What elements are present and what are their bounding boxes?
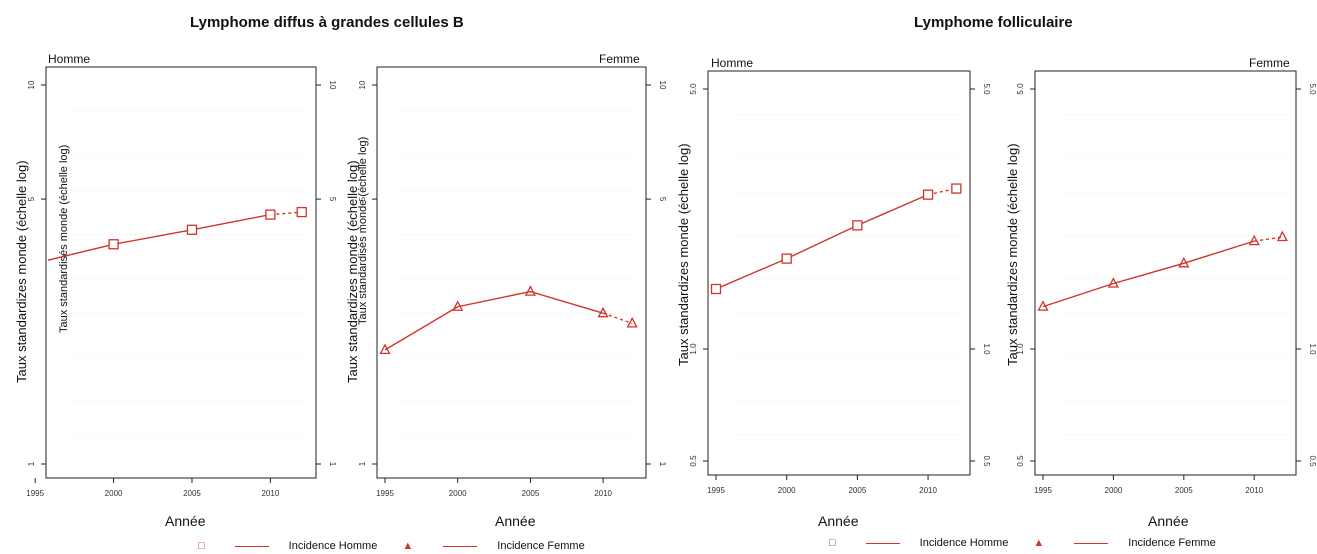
- legend-label-femme: Incidence Femme: [1128, 537, 1216, 549]
- label-homme-follicular: Homme: [711, 56, 754, 70]
- xlabel-panel-3: Année: [818, 513, 859, 529]
- plot-frame: [1034, 70, 1297, 476]
- data-point: [597, 306, 609, 318]
- y-tick-label: 1: [358, 461, 367, 466]
- data-point: [1248, 234, 1260, 246]
- y-tick-label: 5: [658, 197, 667, 202]
- legend-triangle-marker: ▲: [402, 540, 414, 552]
- data-point: [626, 316, 638, 328]
- x-tick-label: 1995: [376, 489, 394, 498]
- x-tick-label: 2000: [1105, 486, 1123, 495]
- y-tick-label: 5.0: [689, 83, 698, 95]
- data-point: [1037, 300, 1049, 311]
- y-tick-label: 1.0: [689, 343, 698, 355]
- legend-dlbcl: □ Incidence Homme ▲ Incidence Femme: [198, 540, 593, 552]
- legend-follicular: □ Incidence Homme ▲ Incidence Femme: [829, 537, 1224, 549]
- y-tick-label: 10: [27, 80, 36, 89]
- y-tick-label: 5.0: [982, 83, 991, 95]
- y-tick-label: 5: [27, 196, 36, 201]
- legend-line-homme: [234, 545, 269, 547]
- data-point: [524, 285, 536, 296]
- y-tick-label: 5: [328, 197, 337, 202]
- group-title-dlbcl: Lymphome diffus à grandes cellules B: [190, 14, 464, 31]
- x-tick-label: 2000: [778, 486, 796, 495]
- y-tick-label: 10: [358, 80, 367, 89]
- x-tick-label: 1995: [26, 489, 44, 498]
- legend-square-marker: □: [829, 537, 836, 549]
- x-tick-label: 2005: [1175, 486, 1193, 495]
- data-point: [922, 189, 934, 200]
- y-tick-label: 1: [328, 462, 337, 467]
- series-line-projection: [602, 312, 633, 325]
- y-tick-label: 0.5: [689, 455, 698, 467]
- series-line-projection: [270, 211, 302, 216]
- plot-frame: [707, 70, 971, 476]
- x-tick-label: 2000: [105, 489, 123, 498]
- y-tick-label: 10: [328, 81, 337, 90]
- legend-line-femme: [1074, 542, 1109, 544]
- legend-label-homme: Incidence Homme: [288, 540, 378, 552]
- group-title-follicular: Lymphome folliculaire: [914, 14, 1073, 31]
- y-tick-label: 5.0: [1016, 83, 1025, 95]
- data-point: [951, 183, 962, 194]
- plot-frame: [45, 66, 317, 479]
- data-point: [781, 253, 792, 264]
- y-tick-label: 1.0: [982, 343, 991, 355]
- label-femme-follicular: Femme: [1249, 56, 1290, 70]
- x-tick-label: 1995: [707, 486, 725, 495]
- legend-label-homme: Incidence Homme: [919, 537, 1009, 549]
- y-tick-label: 0.5: [1308, 455, 1317, 467]
- legend-line-femme: [443, 545, 478, 547]
- y-tick-label: 0.5: [1016, 455, 1025, 467]
- y-tick-label: 1: [27, 461, 36, 466]
- x-tick-label: 1995: [1034, 486, 1052, 495]
- plot-frame: [376, 66, 647, 479]
- data-point: [265, 209, 276, 220]
- x-tick-label: 2005: [848, 486, 866, 495]
- data-point: [108, 239, 119, 250]
- x-tick-label: 2005: [183, 489, 201, 498]
- data-point: [1107, 277, 1119, 288]
- x-tick-label: 2010: [919, 486, 937, 495]
- series-line: [715, 194, 929, 290]
- xlabel-panel-4: Année: [1148, 513, 1189, 529]
- series-line: [1042, 240, 1255, 308]
- series-line: [384, 290, 604, 351]
- label-femme-dlbcl: Femme: [599, 52, 640, 66]
- legend-square-marker: □: [198, 540, 205, 552]
- data-point: [1178, 256, 1190, 268]
- legend-label-femme: Incidence Femme: [497, 540, 585, 552]
- xlabel-panel-1: Année: [165, 513, 206, 529]
- data-point: [379, 343, 391, 355]
- x-tick-label: 2000: [449, 489, 467, 498]
- label-homme-dlbcl: Homme: [48, 52, 91, 66]
- y-tick-label: 1.0: [1016, 343, 1025, 355]
- x-tick-label: 2010: [261, 489, 279, 498]
- y-tick-label: 1: [658, 462, 667, 467]
- x-tick-label: 2010: [1245, 486, 1263, 495]
- legend-triangle-marker: ▲: [1033, 537, 1045, 549]
- data-point: [296, 206, 307, 218]
- legend-line-homme: [865, 542, 900, 544]
- series-line: [47, 213, 271, 261]
- data-point: [1276, 230, 1288, 242]
- x-tick-label: 2010: [594, 489, 612, 498]
- x-tick-label: 2005: [522, 489, 540, 498]
- y-tick-label: 5.0: [1308, 83, 1317, 95]
- y-tick-label: 10: [658, 81, 667, 90]
- y-tick-label: 1.0: [1308, 343, 1317, 355]
- data-point: [452, 300, 464, 311]
- y-tick-label: 0.5: [982, 455, 991, 467]
- y-tick-label: 5: [358, 196, 367, 201]
- data-point: [852, 220, 863, 231]
- xlabel-panel-2: Année: [495, 513, 536, 529]
- data-point: [710, 283, 722, 295]
- data-point: [186, 224, 198, 235]
- series-line-projection: [1254, 236, 1283, 242]
